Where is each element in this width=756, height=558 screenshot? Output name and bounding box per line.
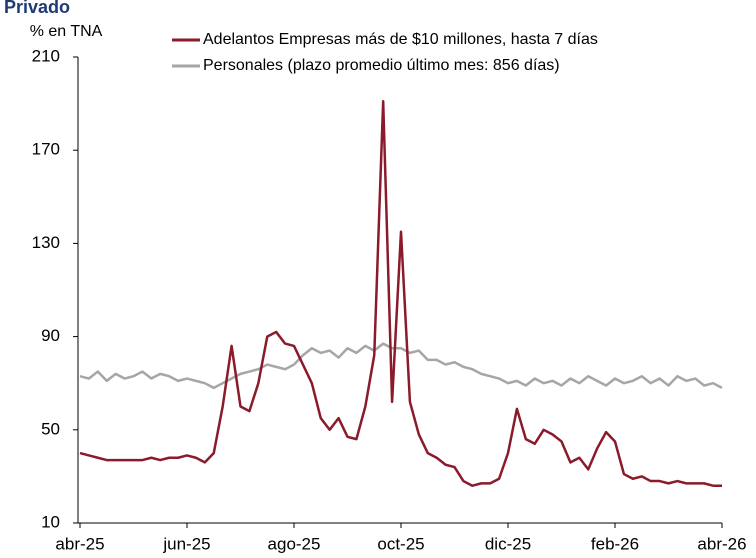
x-tick-label: feb-26 xyxy=(591,534,639,553)
y-axis-label: % en TNA xyxy=(30,23,103,40)
series-line xyxy=(79,100,722,487)
series-line xyxy=(79,342,723,390)
x-tick-label: abr-26 xyxy=(697,534,746,553)
y-tick-label: 130 xyxy=(32,233,60,252)
legend-label: Personales (plazo promedio último mes: 8… xyxy=(203,57,560,74)
x-tick-label: jun-25 xyxy=(162,534,210,553)
x-tick-label: dic-25 xyxy=(485,534,531,553)
y-tick-label: 50 xyxy=(41,419,60,438)
y-tick-label: 210 xyxy=(32,46,60,65)
y-tick-label: 90 xyxy=(41,326,60,345)
y-tick-label: 170 xyxy=(32,140,60,159)
chart-title: Privado xyxy=(4,0,70,17)
x-tick-label: ago-25 xyxy=(268,534,321,553)
legend-label: Adelantos Empresas más de $10 millones, … xyxy=(203,31,598,48)
x-tick-label: oct-25 xyxy=(377,534,424,553)
y-tick-label: 10 xyxy=(41,512,60,531)
x-tick-label: abr-25 xyxy=(55,534,104,553)
